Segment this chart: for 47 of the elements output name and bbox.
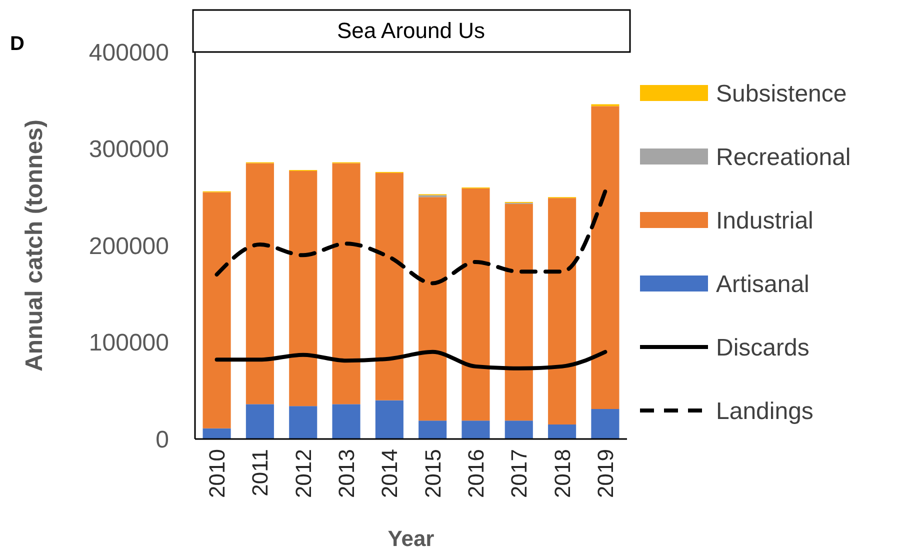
x-tick-label: 2010 — [204, 449, 230, 498]
legend-label: Discards — [716, 334, 810, 362]
x-tick-label: 2013 — [334, 449, 359, 498]
x-tick-label: 2012 — [290, 449, 316, 498]
line-series — [214, 189, 608, 286]
bar — [548, 424, 576, 439]
bar — [418, 197, 447, 421]
x-tick-label: 2019 — [592, 449, 618, 498]
bar — [202, 192, 231, 428]
bar — [591, 106, 620, 410]
legend-label: Industrial — [716, 207, 814, 234]
x-tick-label: 2014 — [377, 449, 402, 498]
y-axis-title: Annual catch (tonnes) — [21, 119, 48, 372]
x-tick-label: 2016 — [463, 449, 488, 498]
bar — [332, 404, 360, 439]
bar — [246, 163, 274, 404]
x-tick-label: 2018 — [550, 449, 575, 498]
bar — [418, 420, 447, 439]
bar — [375, 400, 404, 439]
line-series — [214, 350, 608, 370]
bar — [504, 204, 533, 421]
bar — [332, 163, 360, 404]
y-tick-label: 100000 — [88, 330, 169, 357]
bar — [548, 198, 576, 424]
bar — [375, 172, 404, 400]
bar — [246, 404, 274, 439]
x-tick-label: 2015 — [420, 449, 446, 498]
bar — [202, 428, 231, 439]
bar — [289, 406, 318, 439]
bar — [462, 420, 490, 439]
chart-title: Sea Around Us — [337, 18, 485, 43]
legend-label: Subsistence — [716, 80, 847, 108]
legend-label: Artisanal — [716, 270, 810, 298]
y-tick-label: 0 — [156, 426, 169, 454]
x-tick-label: 2011 — [248, 449, 273, 496]
bar — [591, 409, 620, 439]
legend-label: Recreational — [716, 144, 851, 171]
x-axis-title: Year — [388, 526, 435, 551]
y-tick-label: 200000 — [88, 232, 169, 260]
x-tick-label: 2017 — [506, 449, 532, 498]
bar — [462, 188, 490, 421]
legend-label: Landings — [716, 398, 814, 425]
text: D — [10, 33, 24, 55]
y-tick-label: 300000 — [88, 136, 169, 164]
bar — [504, 420, 533, 439]
bar — [289, 171, 318, 406]
y-tick-label: 400000 — [88, 39, 169, 66]
